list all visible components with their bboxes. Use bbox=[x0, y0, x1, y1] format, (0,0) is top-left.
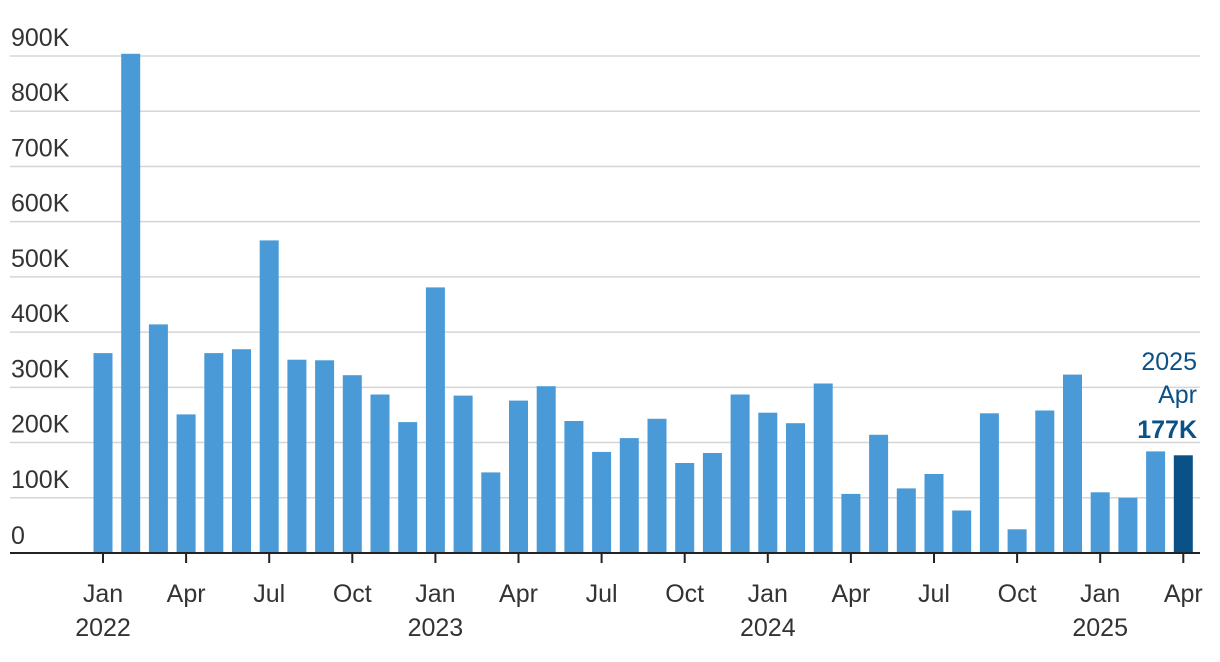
x-tick-month: Jul bbox=[586, 580, 618, 608]
bar bbox=[758, 412, 778, 553]
bar bbox=[121, 53, 141, 554]
bar bbox=[425, 287, 445, 553]
x-tick-month: Jan bbox=[415, 580, 455, 608]
bar bbox=[730, 394, 750, 553]
bar bbox=[1146, 451, 1166, 553]
bar bbox=[232, 349, 251, 553]
y-axis-ticks: 0 100K 200K 300K 400K 500K 600K 700K 800K 900K bbox=[11, 24, 70, 550]
bar bbox=[453, 395, 473, 553]
bar bbox=[979, 413, 999, 553]
y-tick-label: 100K bbox=[11, 466, 70, 494]
bar bbox=[509, 400, 528, 553]
bar bbox=[1007, 529, 1027, 553]
bar bbox=[259, 240, 279, 553]
bar bbox=[675, 463, 695, 553]
callout-value: 177K bbox=[1137, 416, 1197, 444]
x-tick-month: Apr bbox=[167, 580, 206, 608]
y-tick-label: 200K bbox=[11, 411, 70, 439]
x-tick-month: Apr bbox=[831, 580, 870, 608]
y-tick-label: 400K bbox=[11, 300, 70, 328]
x-tick-month: Jul bbox=[253, 580, 285, 608]
bar bbox=[841, 493, 861, 553]
bar bbox=[315, 360, 335, 553]
x-tick-year: 2024 bbox=[740, 614, 796, 642]
bar bbox=[536, 386, 556, 553]
bar bbox=[924, 474, 944, 553]
bar bbox=[786, 423, 805, 553]
x-tick-month: Jan bbox=[748, 580, 788, 608]
bar bbox=[896, 488, 916, 553]
x-tick-month: Jan bbox=[83, 580, 123, 608]
bar bbox=[564, 421, 584, 553]
x-tick-month: Jul bbox=[918, 580, 950, 608]
bar bbox=[1090, 492, 1110, 553]
bar bbox=[592, 451, 612, 553]
y-tick-label: 300K bbox=[11, 355, 70, 383]
bar bbox=[287, 359, 307, 553]
bar bbox=[370, 394, 390, 553]
bar bbox=[813, 383, 833, 553]
x-axis: Jan 2022 Apr Jul Oct Jan 2023 Apr Jul Oct Jan 2024 A… bbox=[10, 552, 1203, 642]
y-tick-label: 600K bbox=[11, 190, 70, 218]
callout-year: 2025 bbox=[1141, 348, 1197, 376]
bar bbox=[342, 375, 362, 553]
bar bbox=[148, 324, 168, 553]
bar bbox=[647, 418, 667, 553]
y-tick-label: 500K bbox=[11, 245, 70, 273]
x-tick-month: Oct bbox=[998, 580, 1037, 608]
x-tick-month: Apr bbox=[499, 580, 538, 608]
y-tick-label: 0 bbox=[11, 522, 25, 550]
x-tick-year: 2022 bbox=[75, 614, 131, 642]
bar bbox=[176, 414, 196, 553]
x-tick-month: Oct bbox=[665, 580, 704, 608]
bar bbox=[481, 472, 501, 553]
bar bbox=[619, 438, 639, 553]
bar bbox=[1035, 410, 1055, 553]
bar-highlighted bbox=[1173, 455, 1193, 553]
y-tick-label: 900K bbox=[11, 24, 70, 52]
y-tick-label: 800K bbox=[11, 79, 70, 107]
bar bbox=[1118, 497, 1138, 553]
callout-month: Apr bbox=[1158, 381, 1197, 409]
x-tick-month: Oct bbox=[333, 580, 372, 608]
bar bbox=[204, 353, 224, 553]
bars bbox=[93, 53, 1193, 554]
bar bbox=[952, 510, 972, 553]
y-tick-label: 700K bbox=[11, 134, 70, 162]
bar bbox=[93, 353, 113, 553]
x-tick-month: Jan bbox=[1080, 580, 1120, 608]
bar bbox=[1063, 374, 1082, 553]
highlight-callout: 2025 Apr 177K bbox=[1137, 348, 1197, 444]
bar bbox=[869, 434, 889, 553]
x-tick-year: 2025 bbox=[1072, 614, 1128, 642]
bar bbox=[398, 422, 418, 553]
bar bbox=[702, 453, 722, 553]
x-tick-year: 2023 bbox=[408, 614, 464, 642]
x-tick-month: Apr bbox=[1164, 580, 1203, 608]
